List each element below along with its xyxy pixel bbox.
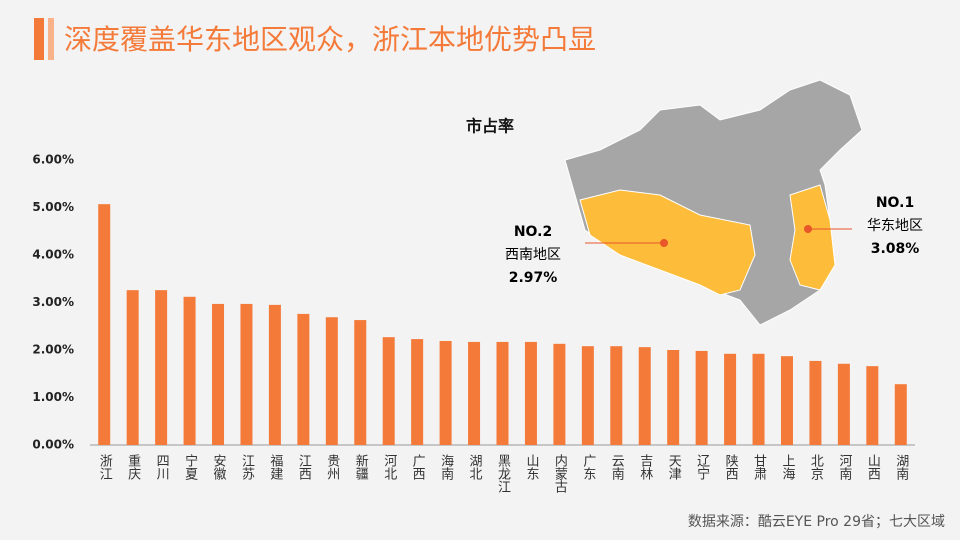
annotation-region: 华东地区 xyxy=(867,218,923,234)
x-tick-label: 宁夏 xyxy=(182,453,198,480)
x-tick-label: 北京 xyxy=(808,454,824,480)
x-tick-label: 浙江 xyxy=(97,454,113,480)
bar xyxy=(297,313,310,445)
x-tick-label: 吉林 xyxy=(637,454,653,480)
x-tick-label: 湖北 xyxy=(467,454,483,481)
x-tick-label: 上海 xyxy=(779,454,795,480)
x-tick-label: 河北 xyxy=(381,454,397,481)
annotation-value: 2.97% xyxy=(509,270,558,286)
y-tick-label: 3.00% xyxy=(32,295,74,309)
slide-title: 深度覆盖华东地区观众，浙江本地优势凸显 xyxy=(64,23,596,56)
x-tick-label: 四川 xyxy=(154,454,170,480)
bar xyxy=(780,356,793,445)
x-tick-label: 广东 xyxy=(580,454,596,480)
bar xyxy=(240,303,253,445)
x-tick-label: 安徽 xyxy=(211,454,227,480)
x-tick-label: 内蒙古 xyxy=(552,453,568,493)
x-tick-label: 天津 xyxy=(666,454,682,480)
x-tick-label: 甘肃 xyxy=(751,454,767,480)
bar xyxy=(155,290,168,445)
bar xyxy=(809,360,822,445)
annotation-region: 西南地区 xyxy=(505,247,561,263)
x-tick-label: 河南 xyxy=(836,454,852,480)
annotation-rank: NO.2 xyxy=(514,224,552,240)
bar xyxy=(866,366,879,445)
y-tick-label: 4.00% xyxy=(32,248,74,262)
bar xyxy=(468,341,481,445)
y-tick-label: 0.00% xyxy=(32,438,74,452)
x-tick-label: 广西 xyxy=(410,454,426,480)
title-bar xyxy=(34,18,44,60)
bar xyxy=(496,341,509,445)
bar xyxy=(581,346,594,445)
bar xyxy=(837,363,850,445)
x-tick-label: 山东 xyxy=(523,454,539,480)
bar xyxy=(695,350,708,445)
x-tick-label: 山西 xyxy=(865,454,881,480)
bar xyxy=(894,384,907,445)
x-tick-label: 贵州 xyxy=(324,454,340,480)
bar xyxy=(212,303,225,445)
bar xyxy=(382,337,395,445)
x-tick-label: 黑龙江 xyxy=(495,454,511,493)
bar xyxy=(354,320,367,445)
x-tick-label: 新疆 xyxy=(353,453,369,480)
bar xyxy=(524,341,537,445)
chart-title: 市占率 xyxy=(466,117,514,136)
bar xyxy=(724,353,737,445)
x-tick-label: 陕西 xyxy=(723,454,739,480)
x-tick-label: 福建 xyxy=(267,454,283,481)
bar xyxy=(610,346,623,445)
y-tick-label: 5.00% xyxy=(32,200,74,214)
source: 数据来源：酷云EYE Pro 29省；七大区域 xyxy=(688,514,945,530)
map xyxy=(564,79,863,326)
bar xyxy=(325,317,338,445)
bar xyxy=(638,347,651,445)
bar xyxy=(439,340,452,445)
x-tick-label: 辽宁 xyxy=(694,454,710,480)
bar xyxy=(268,304,281,445)
bar xyxy=(667,350,680,445)
x-tick-label: 江苏 xyxy=(239,454,255,480)
x-tick-label: 重庆 xyxy=(125,453,141,480)
bar xyxy=(126,290,139,445)
y-tick-label: 6.00% xyxy=(32,153,74,167)
bar xyxy=(553,343,566,445)
bar xyxy=(183,296,196,445)
x-tick-label: 江西 xyxy=(296,454,312,480)
bar xyxy=(752,353,765,445)
y-tick-label: 1.00% xyxy=(32,390,74,404)
annotation-rank: NO.1 xyxy=(876,195,914,211)
annotation-value: 3.08% xyxy=(871,241,920,257)
y-tick-label: 2.00% xyxy=(32,343,74,357)
x-tick-label: 云南 xyxy=(609,454,625,480)
bar xyxy=(98,204,111,445)
bar xyxy=(411,339,424,445)
title-bar xyxy=(48,18,54,60)
x-tick-label: 海南 xyxy=(438,454,454,480)
x-tick-label: 湖南 xyxy=(893,454,909,480)
